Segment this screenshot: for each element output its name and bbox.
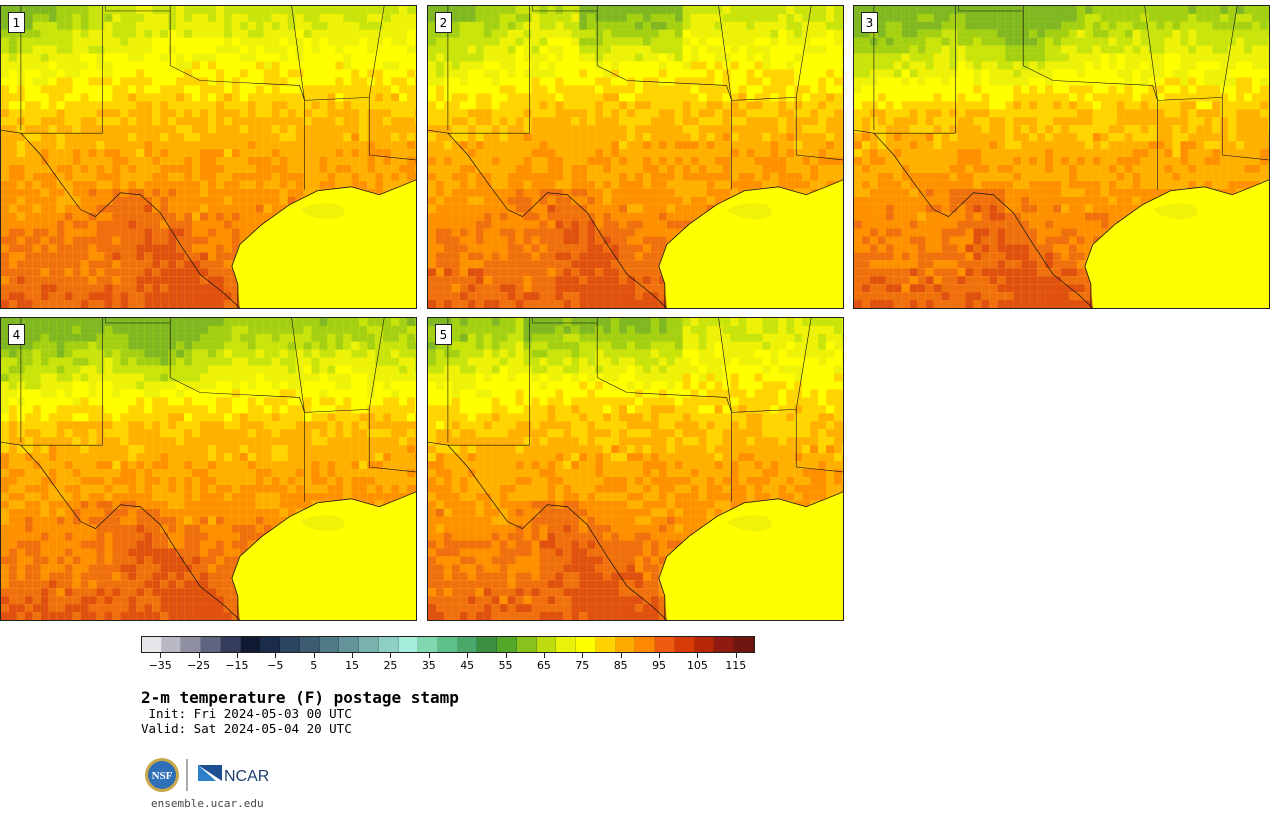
colorbar-tick-label: 65	[536, 659, 551, 672]
colorbar-cell	[161, 637, 182, 652]
colorbar-tick	[735, 653, 737, 658]
colorbar-tick	[275, 653, 277, 658]
colorbar-tick	[160, 653, 162, 658]
colorbar-cell	[181, 637, 202, 652]
colorbar-tick-label: 35	[421, 659, 436, 672]
colorbar-tick-label: 115	[725, 659, 747, 672]
stamp-panel-3: 3	[853, 5, 1270, 309]
stamp-panel-4: 4	[0, 317, 417, 621]
colorbar-tick	[467, 653, 469, 658]
colorbar-tick	[582, 653, 584, 658]
colorbar-cell	[280, 637, 300, 652]
colorbar-cell	[201, 637, 221, 652]
colorbar-tick-label: 85	[613, 659, 628, 672]
colorbar-cell	[714, 637, 735, 652]
colorbar-tick-label: −25	[186, 659, 211, 672]
colorbar-tick-label: 45	[460, 659, 475, 672]
member-label: 5	[435, 324, 452, 345]
colorbar-tick	[313, 653, 315, 658]
colorbar-tick-label: −5	[267, 659, 284, 672]
stamp-panel-2: 2	[427, 5, 844, 309]
stamp-panel-5: 5	[427, 317, 844, 621]
colorbar-tick-label: 55	[498, 659, 513, 672]
colorbar-cell	[418, 637, 439, 652]
colorbar-cell	[615, 637, 636, 652]
nsf-logo: NSF	[145, 758, 179, 792]
colorbar-cell	[516, 637, 537, 652]
colorbar-cell	[674, 637, 695, 652]
logos: NSF NCAR	[144, 757, 274, 793]
colorbar-tick	[198, 653, 200, 658]
colorbar-tick-label: 5	[310, 659, 318, 672]
colorbar-cell	[220, 637, 241, 652]
colorbar-tick	[428, 653, 430, 658]
site-url: ensemble.ucar.edu	[151, 797, 264, 810]
colorbar-cell	[635, 637, 656, 652]
init-time: Init: Fri 2024-05-03 00 UTC	[141, 706, 352, 721]
colorbar-cell	[438, 637, 458, 652]
colorbar-tick-label: 105	[686, 659, 708, 672]
valid-time: Valid: Sat 2024-05-04 20 UTC	[141, 721, 352, 736]
member-label: 2	[435, 12, 452, 33]
colorbar-cell	[378, 637, 399, 652]
colorbar-cell	[556, 637, 577, 652]
colorbar-cell	[497, 637, 517, 652]
colorbar-cell	[694, 637, 715, 652]
colorbar-ticks: −35 −25 −15 −5 5 15 25 35 45 55 65 75 85 95 105 115	[141, 653, 755, 673]
temperature-map	[428, 318, 843, 620]
chart-title: 2-m temperature (F) postage stamp	[141, 688, 459, 707]
colorbar-tick	[505, 653, 507, 658]
colorbar-tick	[543, 653, 545, 658]
ncar-logo: NCAR	[198, 765, 269, 785]
colorbar-cell	[457, 637, 478, 652]
colorbar-tick	[236, 653, 238, 658]
colorbar-tick	[390, 653, 392, 658]
member-label: 3	[861, 12, 878, 33]
member-label: 1	[8, 12, 25, 33]
colorbar-tick-label: 95	[652, 659, 667, 672]
colorbar-cell	[339, 637, 360, 652]
colorbar	[141, 636, 755, 653]
colorbar-tick	[620, 653, 622, 658]
colorbar-cell	[319, 637, 340, 652]
colorbar-cell	[536, 637, 557, 652]
colorbar-cell	[734, 637, 754, 652]
colorbar-cell	[655, 637, 675, 652]
temperature-map	[854, 6, 1269, 308]
colorbar-cell	[477, 637, 498, 652]
colorbar-tick-label: −15	[225, 659, 249, 672]
colorbar-tick-label: 75	[575, 659, 590, 672]
colorbar-cell	[240, 637, 261, 652]
colorbar-tick-label: −35	[148, 659, 172, 672]
colorbar-cell	[595, 637, 616, 652]
temperature-map	[1, 318, 416, 620]
temperature-map	[428, 6, 843, 308]
colorbar-tick	[697, 653, 699, 658]
member-label: 4	[8, 324, 25, 345]
colorbar-cell	[299, 637, 320, 652]
colorbar-cell	[398, 637, 419, 652]
temperature-map	[1, 6, 416, 308]
colorbar-tick-label: 25	[383, 659, 398, 672]
stamp-panel-1: 1	[0, 5, 417, 309]
colorbar-tick	[352, 653, 354, 658]
colorbar-tick-label: 15	[345, 659, 360, 672]
colorbar-cell	[576, 637, 596, 652]
colorbar-cell	[142, 637, 162, 652]
colorbar-cell	[359, 637, 379, 652]
colorbar-tick	[659, 653, 661, 658]
colorbar-cell	[260, 637, 281, 652]
